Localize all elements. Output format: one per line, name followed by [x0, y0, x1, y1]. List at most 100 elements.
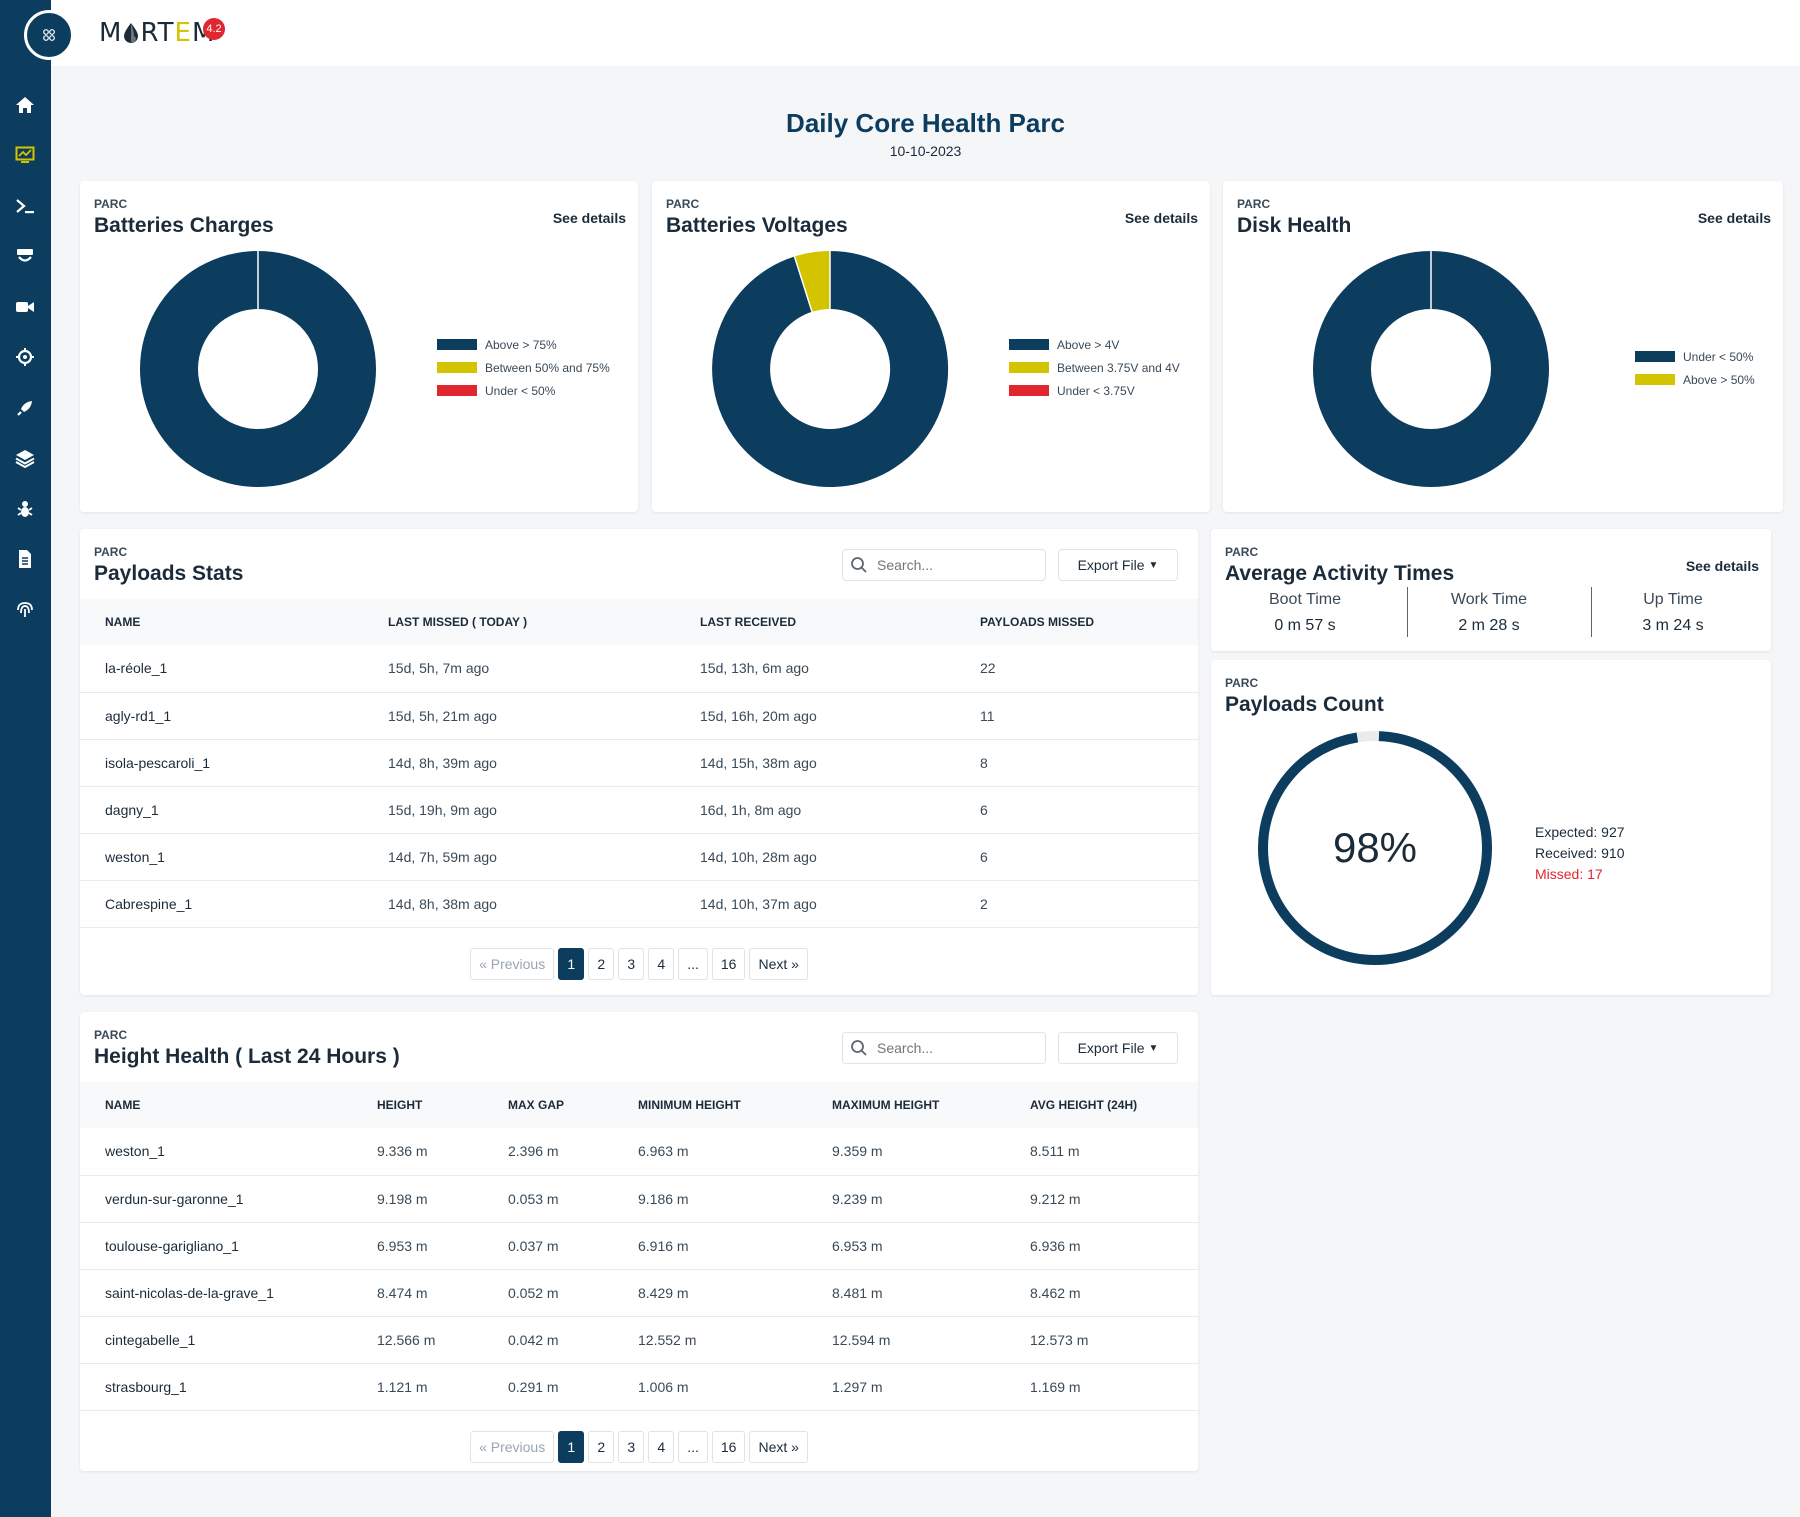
cell-min-height: 9.186 m	[613, 1175, 807, 1223]
search-icon	[851, 1040, 867, 1056]
pagination-ellipsis: ...	[678, 948, 708, 980]
cell-avg-height: 8.462 m	[1005, 1269, 1198, 1317]
expected-count: Expected: 927	[1535, 824, 1625, 840]
cell-height: 6.953 m	[352, 1222, 483, 1270]
table-row[interactable]: weston_1 14d, 7h, 59m ago 14d, 10h, 28m ag…	[80, 833, 1198, 881]
table-row[interactable]: cintegabelle_1 12.566 m 0.042 m 12.552 m 12.…	[80, 1316, 1198, 1364]
report-date: 10-10-2023	[889, 143, 962, 159]
column-header[interactable]: MAXIMUM HEIGHT	[807, 1082, 1005, 1128]
legend-item[interactable]: Under < 50%	[1635, 345, 1755, 368]
pagination-page[interactable]: 4	[648, 1431, 675, 1463]
monitor-chart-icon[interactable]	[12, 142, 38, 168]
layers-icon[interactable]	[12, 445, 38, 471]
legend-item[interactable]: Between 3.75V and 4V	[1009, 356, 1180, 379]
column-header[interactable]: HEIGHT	[352, 1082, 483, 1128]
pagination-next[interactable]: Next »	[749, 1431, 808, 1463]
rocket-icon[interactable]	[12, 395, 38, 421]
see-details-link[interactable]: See details	[552, 210, 626, 226]
table-row[interactable]: weston_1 9.336 m 2.396 m 6.963 m 9.359 m 8.51…	[80, 1128, 1198, 1176]
pagination-page[interactable]: 16	[711, 948, 746, 980]
card-kicker: PARC	[94, 1028, 128, 1042]
table-row[interactable]: toulouse-garigliano_1 6.953 m 0.037 m 6.916…	[80, 1222, 1198, 1270]
legend-item[interactable]: Under < 3.75V	[1009, 379, 1180, 402]
batteries-voltages-card: PARC Batteries Voltages See details Abov…	[652, 181, 1210, 512]
pagination-page[interactable]: 3	[618, 948, 645, 980]
legend-item[interactable]: Under < 50%	[437, 379, 610, 402]
cell-payloads-missed: 6	[955, 786, 1198, 834]
slice-between-375-4v[interactable]	[794, 251, 831, 312]
payloads-count-gauge[interactable]: 98%	[1255, 728, 1495, 968]
pagination-previous[interactable]: « Previous	[470, 1431, 555, 1463]
notification-badge[interactable]: 4.2	[203, 18, 225, 40]
table-row[interactable]: dagny_1 15d, 19h, 9m ago 16d, 1h, 8m ago 6	[80, 786, 1198, 834]
export-file-button[interactable]: Export File ▼	[1058, 1032, 1178, 1064]
column-header[interactable]: LAST MISSED ( TODAY )	[363, 599, 675, 645]
column-header[interactable]: MAX GAP	[483, 1082, 613, 1128]
legend-item[interactable]: Between 50% and 75%	[437, 356, 610, 379]
table-row[interactable]: saint-nicolas-de-la-grave_1 8.474 m 0.052 …	[80, 1269, 1198, 1317]
search-input[interactable]	[842, 549, 1046, 581]
pagination-page[interactable]: 2	[588, 948, 615, 980]
pagination-page[interactable]: 1	[558, 948, 585, 980]
cell-max-height: 9.239 m	[807, 1175, 1005, 1223]
batteries-voltages-donut[interactable]	[710, 249, 950, 489]
cell-payloads-missed: 11	[955, 692, 1198, 740]
batteries-charges-donut[interactable]	[138, 249, 378, 489]
see-details-link[interactable]: See details	[1124, 210, 1198, 226]
column-header[interactable]: NAME	[80, 1082, 352, 1128]
legend-label: Between 3.75V and 4V	[1057, 360, 1180, 375]
pagination-previous[interactable]: « Previous	[470, 948, 555, 980]
pagination-page[interactable]: 1	[558, 1431, 585, 1463]
stat-value: 2 m 28 s	[1458, 617, 1520, 634]
table-row[interactable]: Cabrespine_1 14d, 8h, 38m ago 14d, 10h, 37…	[80, 880, 1198, 928]
legend-item[interactable]: Above > 75%	[437, 333, 610, 356]
document-icon[interactable]	[12, 546, 38, 572]
pagination-page[interactable]: 4	[648, 948, 675, 980]
pagination-next[interactable]: Next »	[749, 948, 808, 980]
terminal-icon[interactable]	[12, 193, 38, 219]
cell-last-received: 14d, 10h, 37m ago	[675, 880, 955, 928]
device-icon[interactable]	[12, 243, 38, 269]
column-header[interactable]: LAST RECEIVED	[675, 599, 955, 645]
cell-max-height: 9.359 m	[807, 1128, 1005, 1176]
disk-health-donut[interactable]	[1311, 249, 1551, 489]
legend-item[interactable]: Above > 4V	[1009, 333, 1180, 356]
legend-item[interactable]: Above > 50%	[1635, 368, 1755, 391]
column-header[interactable]: NAME	[80, 599, 363, 645]
pagination-page[interactable]: 2	[588, 1431, 615, 1463]
gauge-received-arc[interactable]	[1258, 731, 1492, 965]
search-input[interactable]	[842, 1032, 1046, 1064]
see-details-link[interactable]: See details	[1685, 558, 1759, 574]
crosshair-icon[interactable]	[12, 344, 38, 370]
caret-down-icon: ▼	[1148, 559, 1159, 571]
table-row[interactable]: la-réole_1 15d, 5h, 7m ago 15d, 13h, 6m ag…	[80, 645, 1198, 693]
cell-min-height: 8.429 m	[613, 1269, 807, 1317]
chart-legend: Above > 4V Between 3.75V and 4V Under < …	[1009, 333, 1180, 402]
export-file-button[interactable]: Export File ▼	[1058, 549, 1178, 581]
drop-logo-icon	[122, 21, 140, 43]
pagination-page[interactable]: 16	[711, 1431, 746, 1463]
cell-name: verdun-sur-garonne_1	[80, 1175, 352, 1223]
table-row[interactable]: isola-pescaroli_1 14d, 8h, 39m ago 14d, 15…	[80, 739, 1198, 787]
table-row[interactable]: agly-rd1_1 15d, 5h, 21m ago 15d, 16h, 20m …	[80, 692, 1198, 740]
column-header[interactable]: PAYLOADS MISSED	[955, 599, 1198, 645]
legend-swatch	[437, 385, 477, 396]
cell-name: strasbourg_1	[80, 1363, 352, 1411]
caret-down-icon: ▼	[1148, 1042, 1159, 1054]
bug-icon[interactable]	[12, 496, 38, 522]
column-header[interactable]: MINIMUM HEIGHT	[613, 1082, 807, 1128]
app-menu-button[interactable]	[24, 10, 74, 60]
cell-last-missed: 14d, 7h, 59m ago	[363, 833, 675, 881]
fingerprint-icon[interactable]	[12, 597, 38, 623]
see-details-link[interactable]: See details	[1697, 210, 1771, 226]
disk-health-card: PARC Disk Health See details Under < 50%…	[1223, 181, 1783, 512]
column-header[interactable]: AVG HEIGHT (24H)	[1005, 1082, 1198, 1128]
video-camera-icon[interactable]	[12, 294, 38, 320]
table-row[interactable]: strasbourg_1 1.121 m 0.291 m 1.006 m 1.297 m…	[80, 1363, 1198, 1411]
slice-above-4v[interactable]	[712, 250, 949, 487]
table-row[interactable]: verdun-sur-garonne_1 9.198 m 0.053 m 9.186 …	[80, 1175, 1198, 1223]
pagination-page[interactable]: 3	[618, 1431, 645, 1463]
legend-swatch	[1009, 385, 1049, 396]
home-icon[interactable]	[12, 92, 38, 118]
donut-hole	[198, 309, 318, 429]
